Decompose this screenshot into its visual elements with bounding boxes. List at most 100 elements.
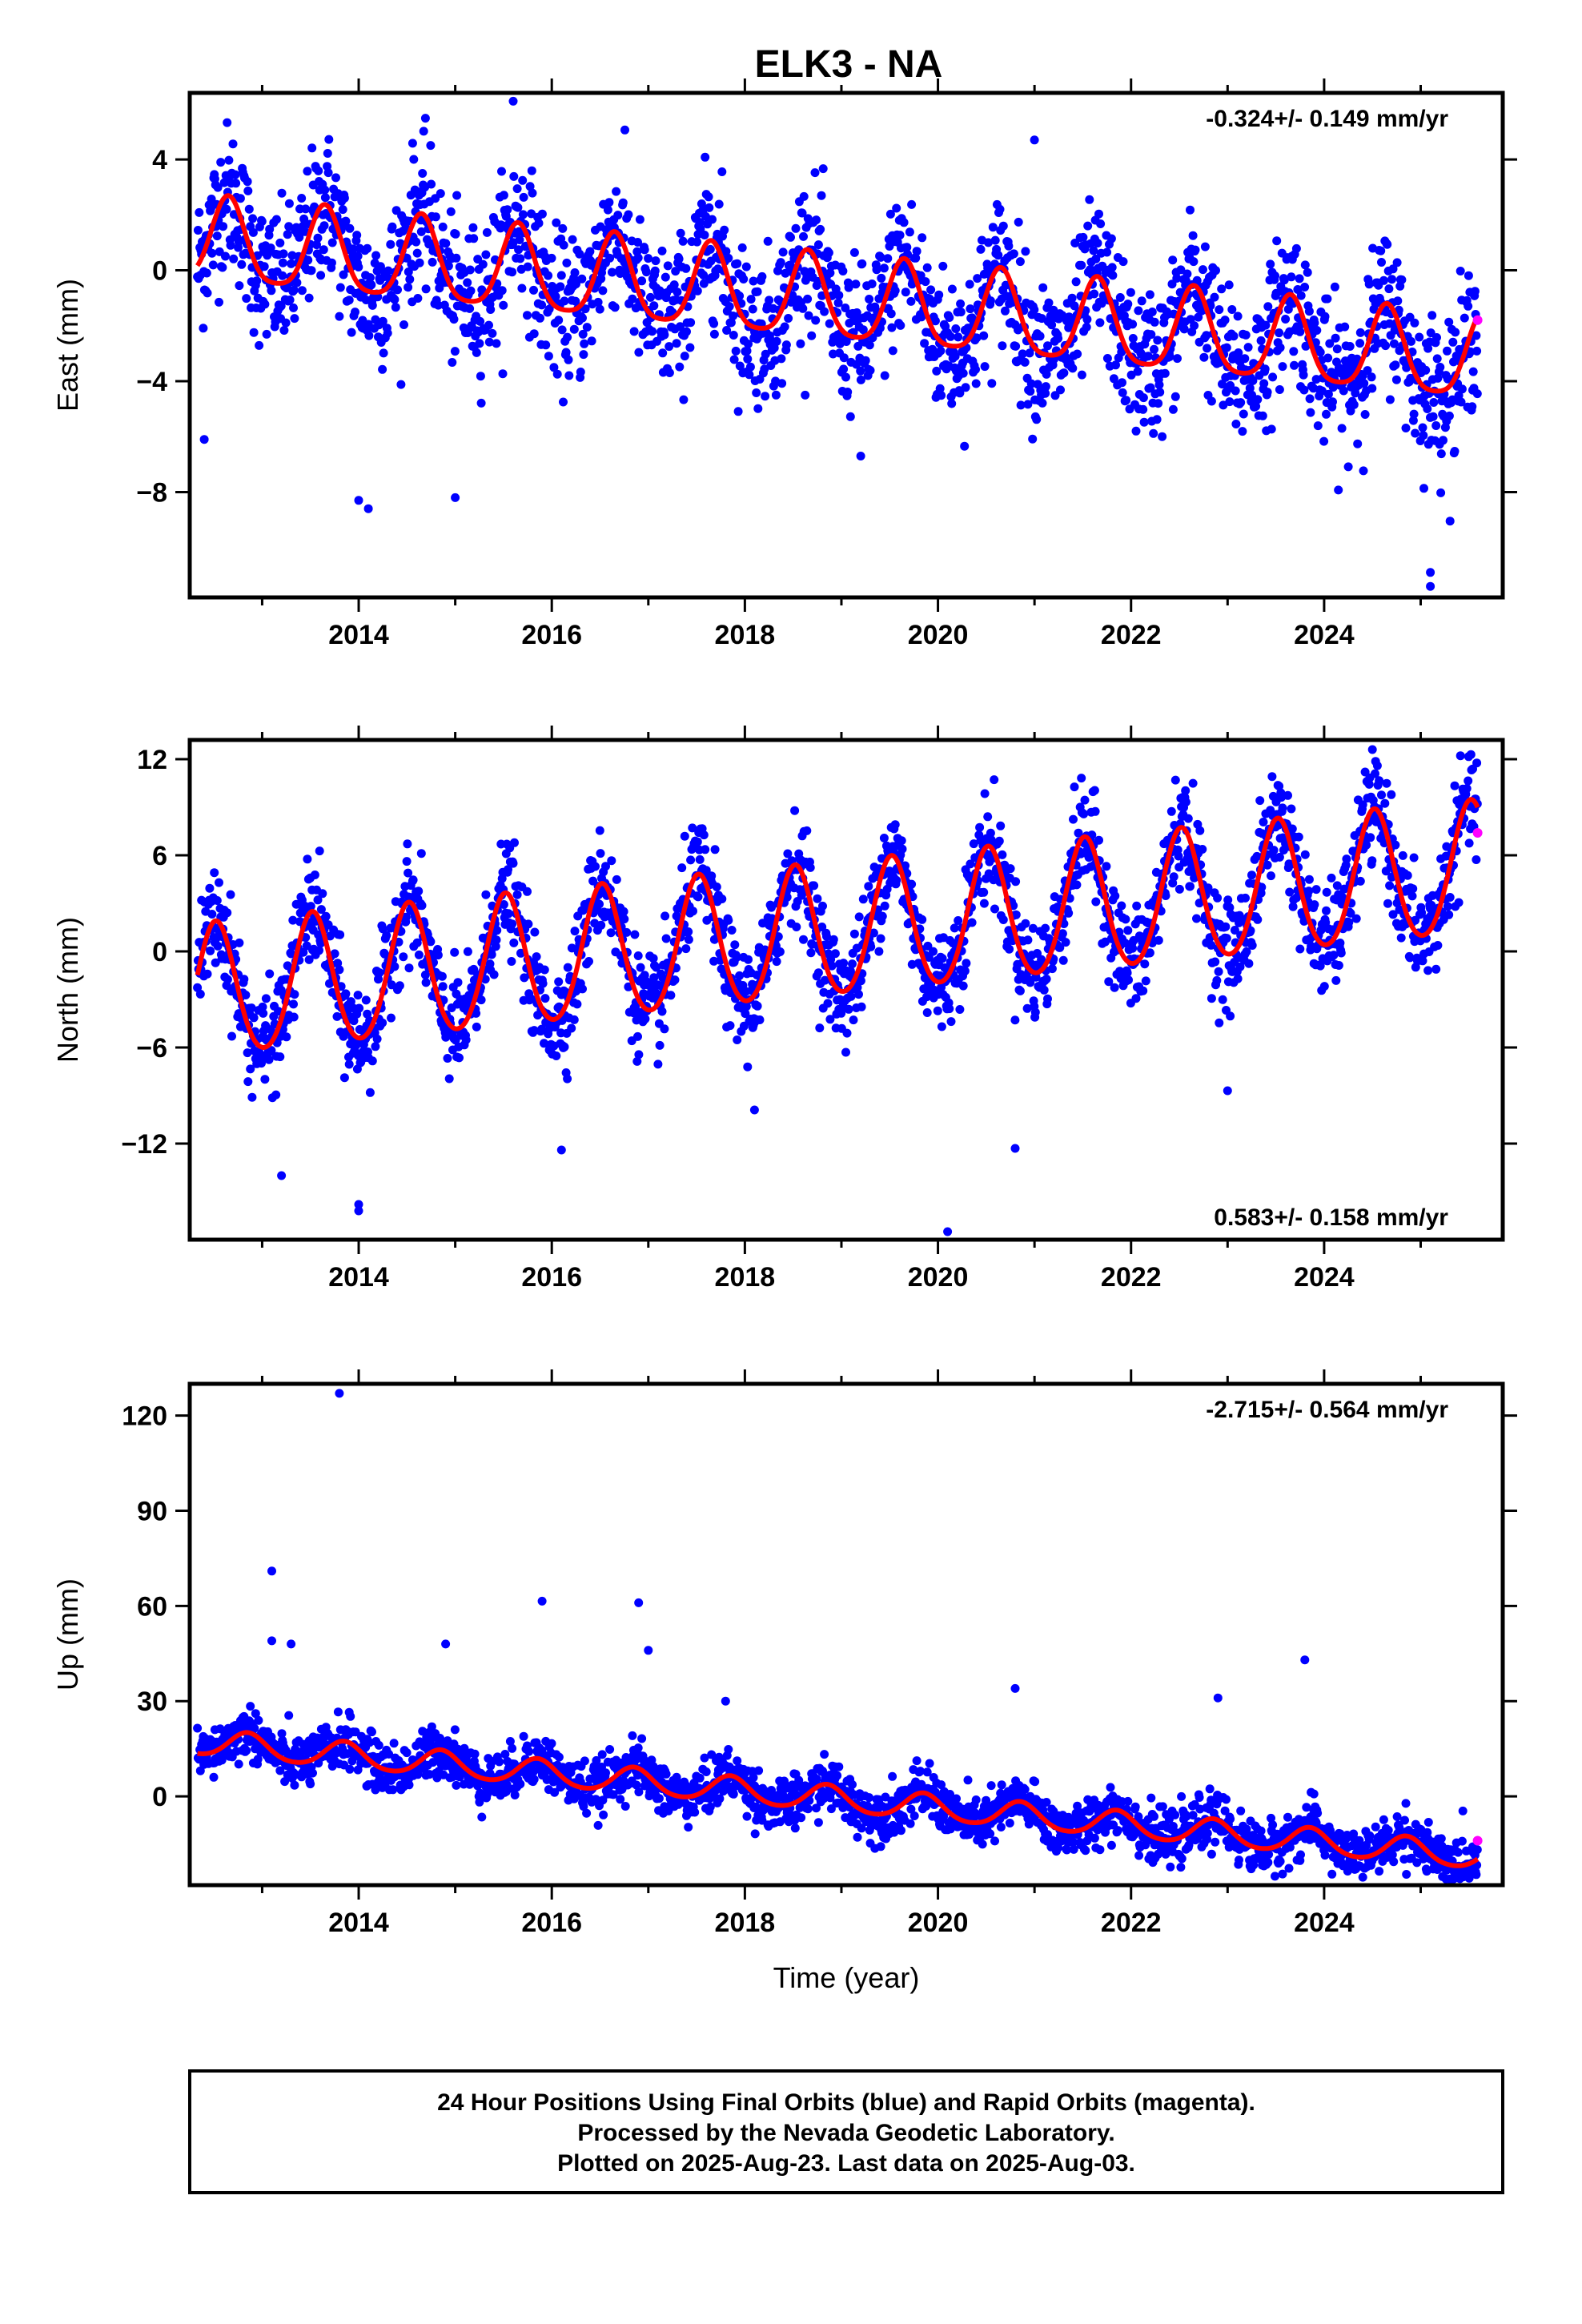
data-point (1082, 315, 1092, 324)
data-point (1154, 399, 1163, 408)
data-point (979, 887, 989, 897)
data-point (749, 1105, 759, 1115)
data-point (1275, 328, 1284, 338)
data-point (709, 319, 719, 328)
data-point (514, 245, 524, 255)
data-point (1367, 745, 1377, 754)
data-point (508, 267, 517, 277)
data-point (784, 314, 793, 323)
data-point (975, 822, 985, 832)
data-point (404, 267, 413, 276)
data-point (378, 316, 387, 326)
data-point (304, 293, 314, 303)
data-point (1387, 790, 1396, 799)
data-point (402, 857, 412, 866)
data-point (1038, 398, 1047, 408)
data-point (259, 262, 269, 271)
data-point (390, 962, 400, 971)
data-point (1124, 975, 1133, 985)
data-point (748, 304, 757, 314)
data-point (1224, 280, 1234, 290)
data-point (844, 1004, 853, 1014)
data-point (463, 947, 472, 956)
data-point (1079, 809, 1089, 818)
data-point (1058, 955, 1068, 965)
data-point (655, 1040, 665, 1050)
data-point (433, 300, 443, 310)
data-point (621, 266, 631, 275)
data-point (1253, 915, 1263, 924)
data-point (857, 1002, 866, 1011)
y-axis-label: East (mm) (51, 279, 84, 412)
data-point (1126, 287, 1135, 297)
data-point (1259, 379, 1269, 388)
data-point (735, 361, 745, 371)
data-point (216, 158, 226, 167)
data-point (346, 1711, 355, 1721)
data-point (1328, 397, 1337, 407)
data-point (670, 975, 680, 985)
data-point (595, 899, 604, 909)
data-point (552, 1051, 561, 1060)
data-point (987, 379, 997, 388)
data-point (998, 850, 1007, 859)
data-point (1095, 318, 1105, 328)
data-point (936, 346, 946, 356)
data-point (841, 372, 850, 382)
data-point (1409, 853, 1419, 862)
data-point (717, 167, 727, 176)
data-point (1222, 934, 1231, 943)
data-point (213, 941, 223, 951)
data-point (1376, 246, 1386, 255)
data-point (979, 331, 989, 340)
data-point (231, 170, 240, 179)
data-point (950, 352, 960, 361)
data-point (512, 184, 522, 194)
data-point (1023, 935, 1033, 945)
data-point (564, 371, 574, 380)
data-point (867, 279, 877, 288)
data-point (518, 210, 528, 219)
data-point (405, 275, 415, 284)
data-point (335, 930, 345, 939)
data-point (1439, 436, 1447, 445)
data-point (1223, 1086, 1232, 1096)
data-point (1188, 778, 1198, 788)
data-point (1077, 260, 1086, 270)
data-point (1411, 428, 1420, 438)
data-point (650, 266, 660, 275)
data-point (344, 296, 354, 305)
data-point (907, 199, 917, 209)
data-point (243, 177, 252, 187)
data-point (243, 1077, 253, 1087)
data-point (1472, 758, 1482, 768)
data-point (486, 305, 496, 314)
data-point (724, 915, 733, 925)
data-point (843, 388, 853, 396)
data-point (427, 179, 436, 189)
data-point (1006, 864, 1015, 874)
data-point (564, 355, 573, 364)
data-point (393, 285, 402, 295)
data-point (1268, 372, 1278, 382)
data-point (348, 244, 358, 254)
data-point (730, 940, 740, 950)
data-point (529, 285, 538, 295)
data-point (640, 1014, 650, 1023)
data-point (1443, 346, 1452, 356)
data-point (1381, 341, 1391, 351)
data-point (958, 981, 968, 991)
data-point (743, 354, 753, 364)
data-point (517, 283, 527, 293)
data-point (1137, 296, 1146, 306)
data-point (705, 244, 715, 254)
data-point (203, 288, 212, 298)
data-point (1295, 274, 1304, 283)
data-point (1149, 428, 1158, 438)
data-point (568, 235, 577, 244)
data-point (896, 320, 905, 330)
data-point (414, 887, 424, 896)
data-point (848, 959, 857, 969)
data-point (1139, 417, 1149, 427)
data-point (1238, 427, 1247, 436)
